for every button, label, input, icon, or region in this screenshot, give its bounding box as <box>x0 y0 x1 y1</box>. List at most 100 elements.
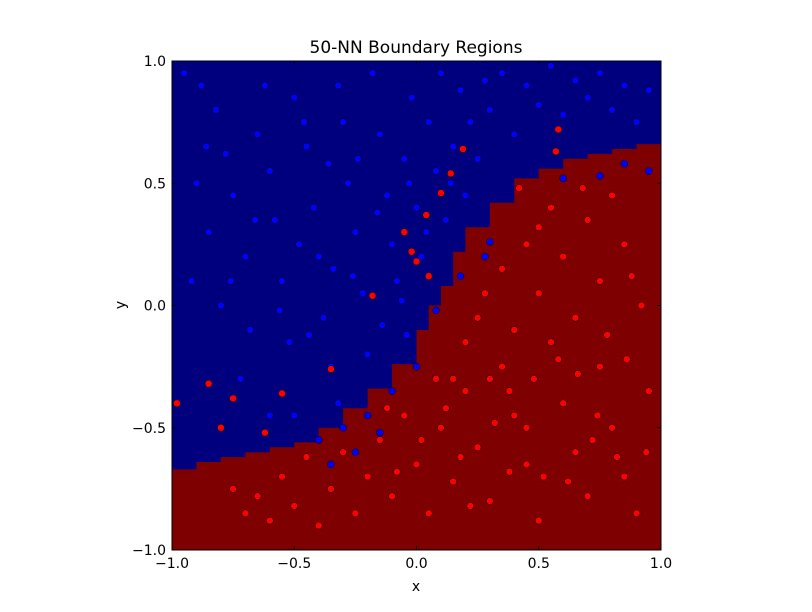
data-point-series-1 <box>446 169 455 178</box>
data-point-series-0 <box>498 69 506 77</box>
data-point-series-1 <box>627 272 636 280</box>
data-point-series-0 <box>246 326 254 334</box>
data-point-series-1 <box>490 419 499 427</box>
plot-area <box>171 60 662 551</box>
data-point-series-0 <box>412 203 421 212</box>
data-point-series-1 <box>314 521 323 530</box>
data-point-series-0 <box>481 252 489 261</box>
data-point-series-1 <box>351 509 360 518</box>
data-point-series-0 <box>290 93 298 102</box>
data-point-series-0 <box>400 155 409 163</box>
data-point-series-0 <box>300 118 308 126</box>
data-point-series-1 <box>535 223 543 232</box>
data-point-series-0 <box>559 111 567 119</box>
data-point-series-0 <box>559 174 567 183</box>
data-point-series-0 <box>442 216 450 224</box>
data-point-series-1 <box>449 375 457 383</box>
data-point-series-1 <box>637 301 646 310</box>
data-point-series-1 <box>571 313 580 322</box>
data-point-series-1 <box>522 460 531 469</box>
data-point-series-1 <box>466 502 475 510</box>
data-point-series-1 <box>515 184 523 192</box>
y-tick-label: 0.0 <box>144 299 166 315</box>
data-point-series-0 <box>449 142 457 151</box>
data-point-series-1 <box>473 443 482 452</box>
data-point-series-0 <box>363 411 372 420</box>
data-point-series-0 <box>437 69 445 77</box>
data-point-series-1 <box>278 389 286 398</box>
data-point-series-0 <box>363 350 372 359</box>
data-point-series-1 <box>437 424 445 432</box>
data-point-series-1 <box>400 411 409 420</box>
data-point-series-1 <box>554 125 563 134</box>
data-point-series-0 <box>407 93 416 102</box>
data-point-series-1 <box>400 228 409 236</box>
x-tick-label: −0.5 <box>277 556 311 572</box>
data-point-series-0 <box>295 240 303 249</box>
data-point-series-0 <box>535 101 543 109</box>
data-point-series-1 <box>642 448 651 456</box>
data-point-series-1 <box>424 509 433 518</box>
data-point-series-0 <box>376 130 384 139</box>
data-point-series-0 <box>632 118 641 126</box>
data-point-series-1 <box>588 436 597 444</box>
y-tick-label: −0.5 <box>132 421 166 437</box>
data-point-series-0 <box>251 216 259 224</box>
data-point-series-0 <box>547 62 555 70</box>
data-point-series-0 <box>305 331 313 339</box>
data-point-series-0 <box>388 240 396 249</box>
x-tick-label: 1.0 <box>650 556 672 572</box>
data-point-series-1 <box>339 448 347 456</box>
data-point-series-0 <box>285 338 294 346</box>
data-point-series-1 <box>481 289 489 298</box>
data-point-series-1 <box>564 477 572 486</box>
x-tick-label: −1.0 <box>155 556 189 572</box>
data-point-series-0 <box>187 277 196 285</box>
data-point-series-0 <box>241 252 250 261</box>
data-point-series-0 <box>486 238 494 246</box>
data-point-series-1 <box>412 460 421 469</box>
data-point-series-1 <box>547 203 555 212</box>
data-point-series-1 <box>505 387 514 395</box>
data-point-series-0 <box>620 81 629 90</box>
data-point-series-1 <box>422 211 431 219</box>
chart-title: 50-NN Boundary Regions <box>310 38 523 58</box>
y-tick-label: −1.0 <box>132 543 166 559</box>
lower-decision-region <box>172 134 661 550</box>
data-point-series-0 <box>486 106 494 114</box>
data-point-series-1 <box>554 355 563 364</box>
data-point-series-0 <box>422 228 431 236</box>
data-point-series-1 <box>645 387 653 395</box>
data-point-series-0 <box>236 375 245 383</box>
data-point-series-0 <box>180 69 188 77</box>
data-point-series-0 <box>424 118 433 126</box>
data-point-series-1 <box>603 331 611 339</box>
data-point-series-1 <box>217 424 225 432</box>
data-point-series-0 <box>344 179 352 187</box>
data-point-series-1 <box>449 477 457 486</box>
data-point-series-1 <box>522 424 531 432</box>
data-point-series-0 <box>417 252 426 261</box>
data-point-series-0 <box>266 167 274 175</box>
data-point-series-1 <box>204 379 213 388</box>
data-point-series-0 <box>217 301 225 310</box>
data-point-series-0 <box>466 118 475 126</box>
data-point-series-1 <box>456 453 465 461</box>
data-point-series-1 <box>173 399 181 408</box>
data-point-series-1 <box>407 247 416 256</box>
data-point-series-0 <box>339 424 347 432</box>
data-point-series-0 <box>412 362 421 371</box>
data-point-series-1 <box>229 394 237 403</box>
y-axis-ticks: −1.0 −0.5 0.0 0.5 1.0 <box>132 54 661 559</box>
data-point-series-1 <box>583 216 592 224</box>
data-point-series-1 <box>486 497 494 505</box>
data-point-series-0 <box>402 331 411 339</box>
data-point-series-1 <box>559 399 567 408</box>
data-point-series-0 <box>368 69 377 77</box>
data-point-series-0 <box>461 191 470 200</box>
data-point-series-1 <box>461 338 470 346</box>
data-point-series-0 <box>378 321 387 329</box>
data-point-series-1 <box>278 472 286 481</box>
data-point-series-0 <box>261 81 269 90</box>
